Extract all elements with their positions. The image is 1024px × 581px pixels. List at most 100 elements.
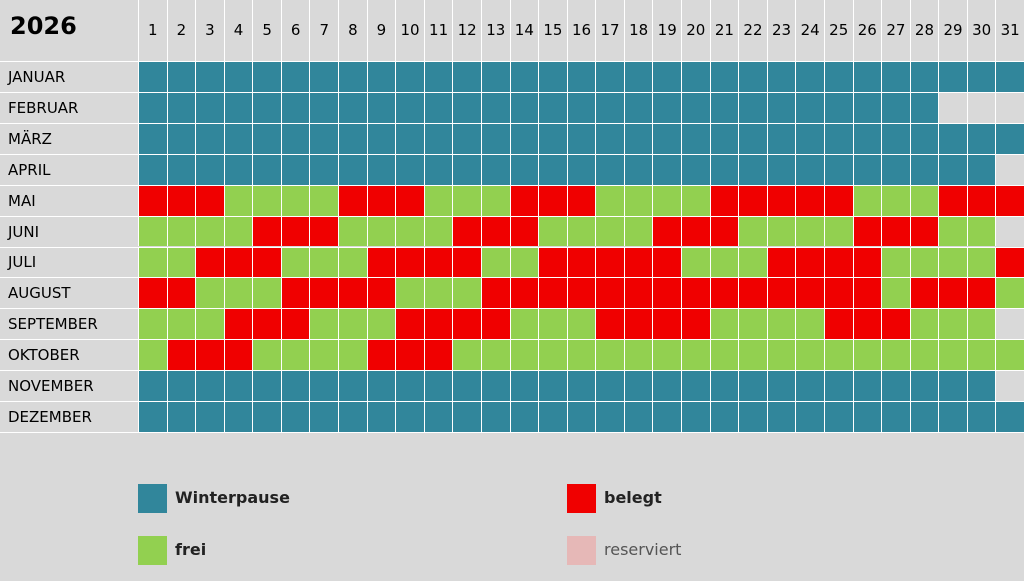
day-cell (195, 215, 224, 247)
day-cell (709, 339, 739, 371)
day-cell (452, 184, 481, 216)
day-cell (823, 153, 853, 185)
day-cell (566, 153, 596, 185)
day-cell (338, 153, 367, 185)
day-cell (738, 61, 767, 92)
day-cell (338, 370, 367, 402)
day-cell (338, 61, 367, 92)
day-cell (795, 215, 824, 247)
day-cell (195, 339, 224, 371)
day-cell (566, 246, 596, 278)
day-header: 27 (881, 0, 910, 61)
day-cell (166, 277, 196, 309)
month-label: SEPTEMBER (0, 308, 138, 339)
day-cell (681, 91, 710, 123)
day-header: 8 (338, 0, 367, 61)
day-cell (423, 401, 453, 432)
day-cell (652, 246, 682, 278)
day-cell (395, 153, 424, 185)
day-cell (852, 401, 882, 432)
day-cell (166, 401, 196, 432)
day-cell (252, 153, 281, 185)
day-cell (909, 91, 939, 123)
day-cell (595, 308, 624, 340)
day-cell (938, 308, 967, 340)
day-header: 30 (966, 0, 996, 61)
day-cell (623, 401, 653, 432)
day-cell (338, 246, 367, 278)
day-cell (623, 215, 653, 247)
day-cell (652, 215, 682, 247)
day-cell (509, 215, 539, 247)
day-cell (166, 339, 196, 371)
day-header: 19 (652, 0, 681, 61)
day-cell (566, 277, 596, 309)
day-cell (480, 370, 510, 402)
day-cell (623, 184, 653, 216)
day-cell (395, 401, 424, 432)
day-cell (766, 401, 796, 432)
day-cell (795, 370, 824, 402)
month-label: JUNI (0, 215, 138, 247)
day-cell (966, 370, 996, 402)
day-cell (223, 61, 253, 92)
day-cell (766, 370, 796, 402)
day-cell (480, 277, 510, 309)
legend-label: frei (175, 540, 207, 559)
day-cell (195, 246, 224, 278)
day-cell (681, 339, 710, 371)
day-cell (766, 215, 796, 247)
day-cell (881, 91, 910, 123)
day-cell (795, 122, 824, 154)
day-cell (595, 215, 624, 247)
day-cell (995, 122, 1024, 154)
day-cell (166, 370, 196, 402)
day-cell (395, 61, 424, 92)
day-cell (538, 308, 567, 340)
day-cell (452, 215, 481, 247)
day-cell (938, 184, 967, 216)
day-cell (709, 277, 739, 309)
day-cell (452, 308, 481, 340)
day-cell (995, 153, 1024, 185)
day-cell (566, 308, 596, 340)
day-cell (823, 61, 853, 92)
day-cell (452, 277, 481, 309)
day-cell (480, 122, 510, 154)
day-cell (309, 122, 339, 154)
day-header: 9 (366, 0, 396, 61)
day-cell (881, 61, 910, 92)
day-cell (938, 246, 967, 278)
day-cell (538, 277, 567, 309)
day-cell (766, 308, 796, 340)
day-cell (223, 122, 253, 154)
day-cell (509, 91, 539, 123)
day-header: 17 (595, 0, 624, 61)
day-cell (738, 215, 767, 247)
day-cell (909, 122, 939, 154)
month-label: FEBRUAR (0, 91, 138, 123)
day-cell (423, 215, 453, 247)
day-cell (138, 122, 167, 154)
day-cell (509, 277, 539, 309)
day-cell (909, 215, 939, 247)
day-cell (681, 122, 710, 154)
day-cell (995, 215, 1024, 247)
day-cell (595, 277, 624, 309)
day-cell (509, 184, 539, 216)
day-cell (881, 308, 910, 340)
day-cell (995, 401, 1024, 432)
day-cell (223, 277, 253, 309)
day-cell (309, 91, 339, 123)
day-header: 29 (938, 0, 967, 61)
day-header: 13 (480, 0, 510, 61)
day-cell (823, 122, 853, 154)
day-cell (595, 91, 624, 123)
day-cell (966, 153, 996, 185)
day-cell (252, 246, 281, 278)
day-cell (852, 339, 882, 371)
day-cell (823, 91, 853, 123)
day-cell (309, 308, 339, 340)
day-header: 1 (138, 0, 167, 61)
day-cell (423, 61, 453, 92)
